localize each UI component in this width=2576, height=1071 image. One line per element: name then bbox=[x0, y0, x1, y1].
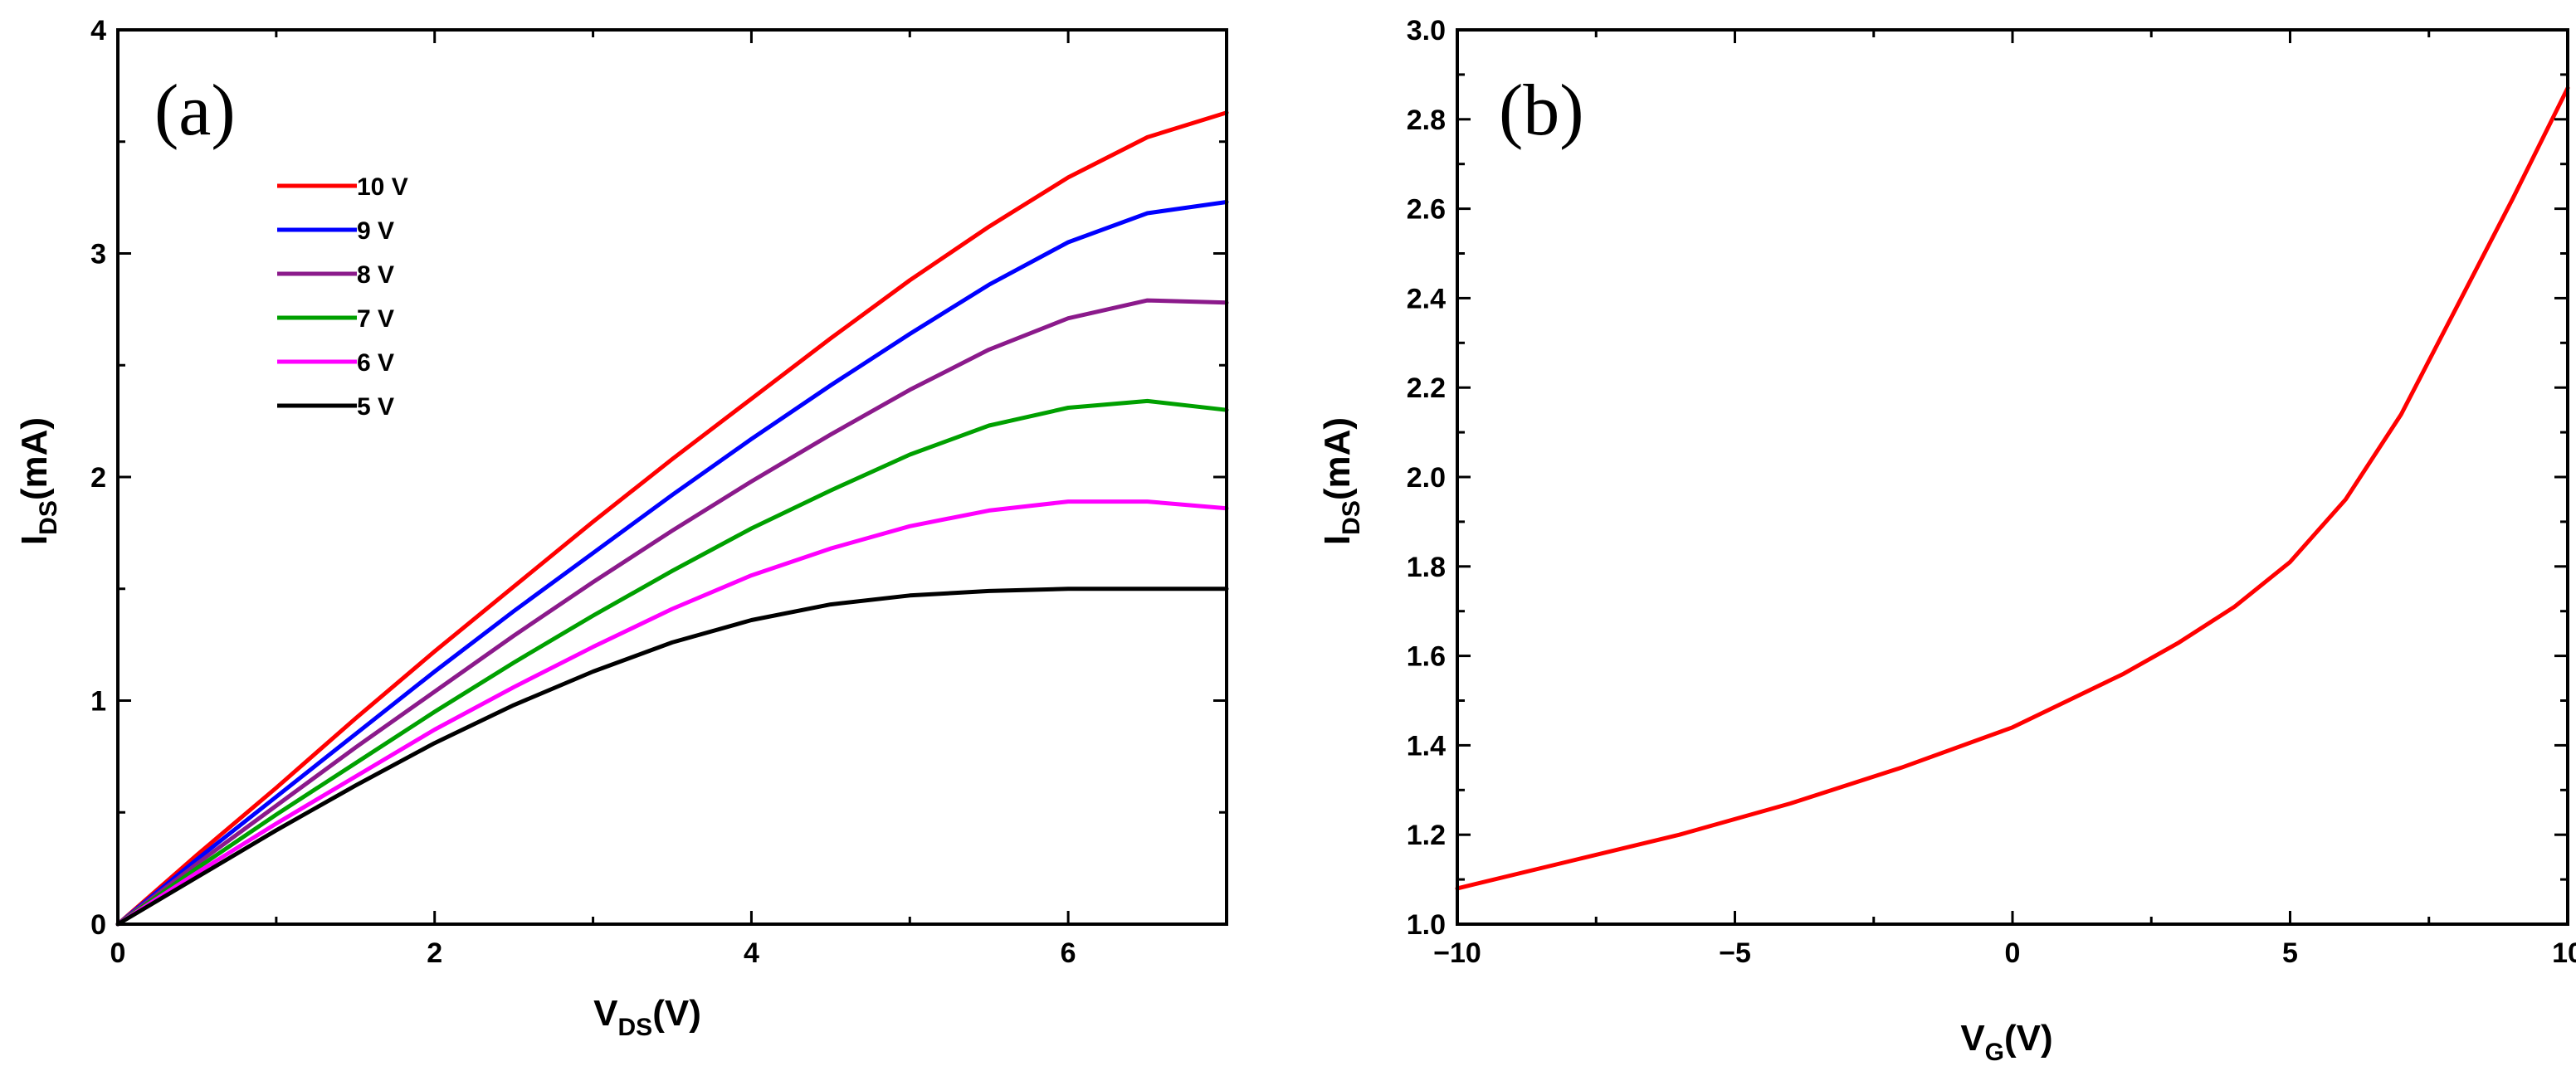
x-tick-label: 4 bbox=[744, 937, 759, 969]
legend-label: 7 V bbox=[357, 305, 394, 333]
x-tick-label: 6 bbox=[1061, 937, 1076, 969]
x-tick-label: −5 bbox=[1719, 937, 1751, 969]
y-tick-label: 1.4 bbox=[1407, 730, 1446, 762]
y-tick-label: 3.0 bbox=[1407, 15, 1446, 46]
y-tick-label: 1 bbox=[90, 686, 106, 718]
series-line-10v bbox=[115, 110, 1229, 927]
legend-label: 10 V bbox=[357, 173, 408, 201]
x-tick-label: 2 bbox=[427, 937, 442, 969]
legend-label: 8 V bbox=[357, 261, 394, 289]
y-tick-label: 2.4 bbox=[1407, 283, 1446, 314]
y-tick-label: 4 bbox=[90, 15, 106, 46]
legend: 10 V 9 V 8 V 7 V 6 V 5 V bbox=[277, 173, 408, 421]
legend-label: 6 V bbox=[357, 349, 394, 377]
y-tick-label: 1.2 bbox=[1407, 820, 1446, 851]
y-tick-label: 2.2 bbox=[1407, 372, 1446, 404]
y-tick-label: 1.6 bbox=[1407, 641, 1446, 673]
panel-label: (b) bbox=[1499, 71, 1584, 151]
y-tick-label: 1.0 bbox=[1407, 909, 1446, 941]
series-line-9v bbox=[115, 200, 1229, 927]
series-line-i_ds bbox=[1455, 85, 2570, 891]
panel-b: −10 −5 0 5 10 1.0 1.2 1.4 1.6 1.8 2.0 2.2 2.4 2.6 2.8 3… bbox=[1317, 15, 2576, 1066]
y-tick-label: 1.8 bbox=[1407, 552, 1446, 583]
panel-a: 0 2 4 6 0 1 2 3 4 (a) VDS(V) IDS(mA) 10 V 9 V 8 V 7 V 6 … bbox=[14, 15, 1229, 1041]
panel-label: (a) bbox=[154, 71, 236, 151]
x-tick-label: 10 bbox=[2552, 937, 2576, 969]
series-line-5v bbox=[115, 587, 1229, 927]
y-tick-label: 2 bbox=[90, 462, 106, 494]
series-line-7v bbox=[115, 398, 1229, 927]
y-tick-label: 2.6 bbox=[1407, 194, 1446, 226]
y-tick-label: 3 bbox=[90, 239, 106, 270]
y-axis-title: IDS(mA) bbox=[14, 417, 62, 545]
y-tick-label: 0 bbox=[90, 909, 106, 941]
x-tick-label: 0 bbox=[110, 937, 126, 969]
series-line-6v bbox=[115, 499, 1229, 927]
y-tick-label: 2.0 bbox=[1407, 462, 1446, 494]
x-axis-title: VG(V) bbox=[1960, 1018, 2052, 1066]
x-tick-label: 5 bbox=[2282, 937, 2298, 969]
x-tick-label: −10 bbox=[1433, 937, 1481, 969]
legend-label: 9 V bbox=[357, 217, 394, 245]
y-axis-title: IDS(mA) bbox=[1317, 417, 1365, 545]
x-tick-label: 0 bbox=[2005, 937, 2021, 969]
plot-frame bbox=[1456, 28, 2569, 926]
y-tick-label: 2.8 bbox=[1407, 105, 1446, 136]
x-axis-title: VDS(V) bbox=[593, 993, 701, 1041]
legend-label: 5 V bbox=[357, 393, 394, 421]
series-line-8v bbox=[115, 298, 1229, 927]
